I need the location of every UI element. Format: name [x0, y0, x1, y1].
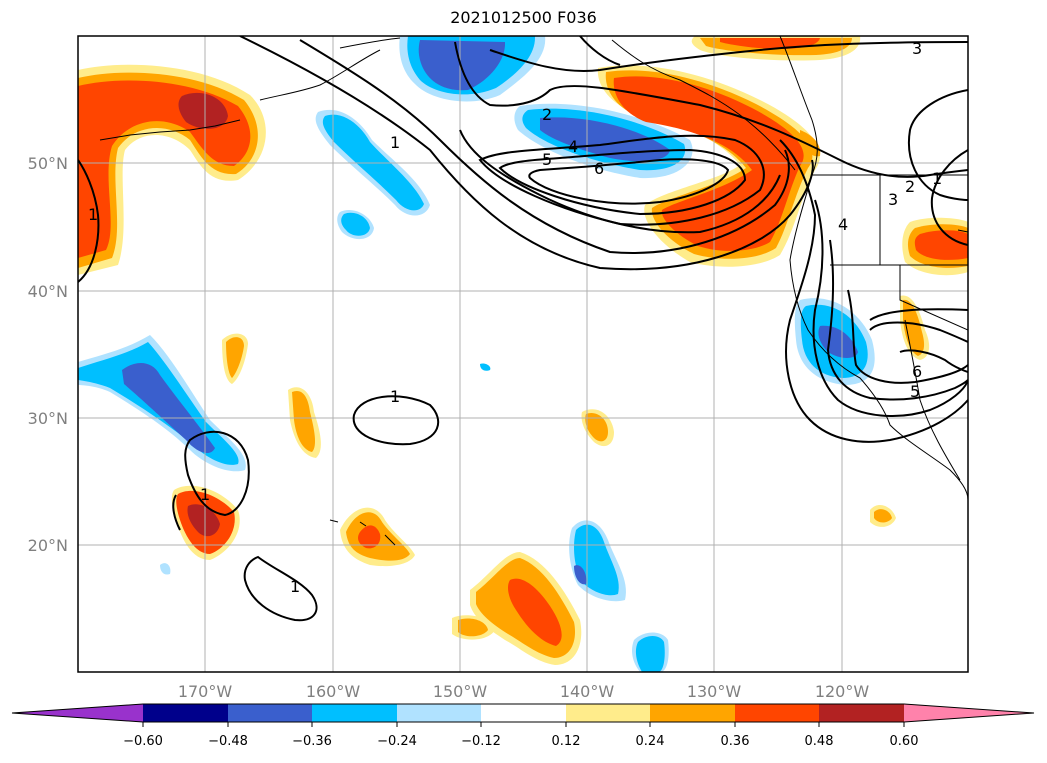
lon-label: 160°W: [306, 682, 361, 701]
lat-label: 30°N: [28, 409, 68, 428]
contour-label: 2: [542, 105, 552, 124]
colorbar-tick-label: −0.60: [123, 734, 163, 749]
colorbar: −0.60 −0.48 −0.36 −0.24 −0.12 0.12 0.24 …: [11, 703, 1035, 749]
contour-label: 6: [594, 159, 604, 178]
contour-label: 5: [910, 382, 920, 401]
colorbar-tick-label: 0.12: [552, 734, 581, 749]
longitude-labels: 170°W 160°W 150°W 140°W 130°W 120°W: [178, 682, 870, 701]
colorbar-tick-label: −0.48: [208, 734, 248, 749]
colorbar-tick-label: −0.12: [461, 734, 501, 749]
latitude-labels: 50°N 40°N 30°N 20°N: [28, 154, 68, 555]
lon-label: 140°W: [560, 682, 615, 701]
colorbar-tick-label: 0.24: [636, 734, 665, 749]
colorbar-segment: [143, 704, 228, 722]
colorbar-segment: [566, 704, 650, 722]
lat-label: 20°N: [28, 536, 68, 555]
colorbar-segment: [481, 704, 566, 722]
contour-label: 1: [200, 485, 210, 504]
colorbar-tick-label: 0.60: [890, 734, 919, 749]
contour-label: 4: [838, 215, 848, 234]
colorbar-segment-low-extend: [12, 704, 143, 722]
contour-label: 2: [905, 177, 915, 196]
colorbar-segment-high-extend: [904, 704, 1034, 722]
lon-label: 130°W: [687, 682, 742, 701]
lon-label: 150°W: [433, 682, 488, 701]
contour-label: 3: [888, 190, 898, 209]
contour-labels: 3 1 2 4 5 6 1 1 1 1 2 3 4 5 6 1: [88, 39, 942, 596]
colorbar-segment: [650, 704, 735, 722]
colorbar-tick-label: −0.36: [292, 734, 332, 749]
colorbar-segment: [312, 704, 397, 722]
contour-label: 1: [932, 169, 942, 188]
lat-label: 50°N: [28, 154, 68, 173]
contour-label: 4: [568, 137, 578, 156]
contour-label: 6: [912, 362, 922, 381]
colorbar-tick-label: 0.48: [805, 734, 834, 749]
plot-title: 2021012500 F036: [450, 8, 597, 27]
colorbar-segment: [819, 704, 904, 722]
colorbar-segment: [397, 704, 481, 722]
contour-label: 1: [390, 133, 400, 152]
lon-label: 170°W: [178, 682, 233, 701]
lat-label: 40°N: [28, 282, 68, 301]
contour-label: 1: [390, 387, 400, 406]
contour-label: 3: [912, 39, 922, 58]
colorbar-segment: [735, 704, 819, 722]
contour-label: 1: [290, 577, 300, 596]
map-frame: [77, 35, 969, 673]
colorbar-segment: [228, 704, 312, 722]
colorbar-tick-label: 0.36: [721, 734, 750, 749]
contour-lines: [78, 36, 968, 622]
contour-label: 1: [88, 205, 98, 224]
colorbar-tick-label: −0.24: [377, 734, 417, 749]
contour-label: 5: [542, 150, 552, 169]
lon-label: 120°W: [815, 682, 870, 701]
